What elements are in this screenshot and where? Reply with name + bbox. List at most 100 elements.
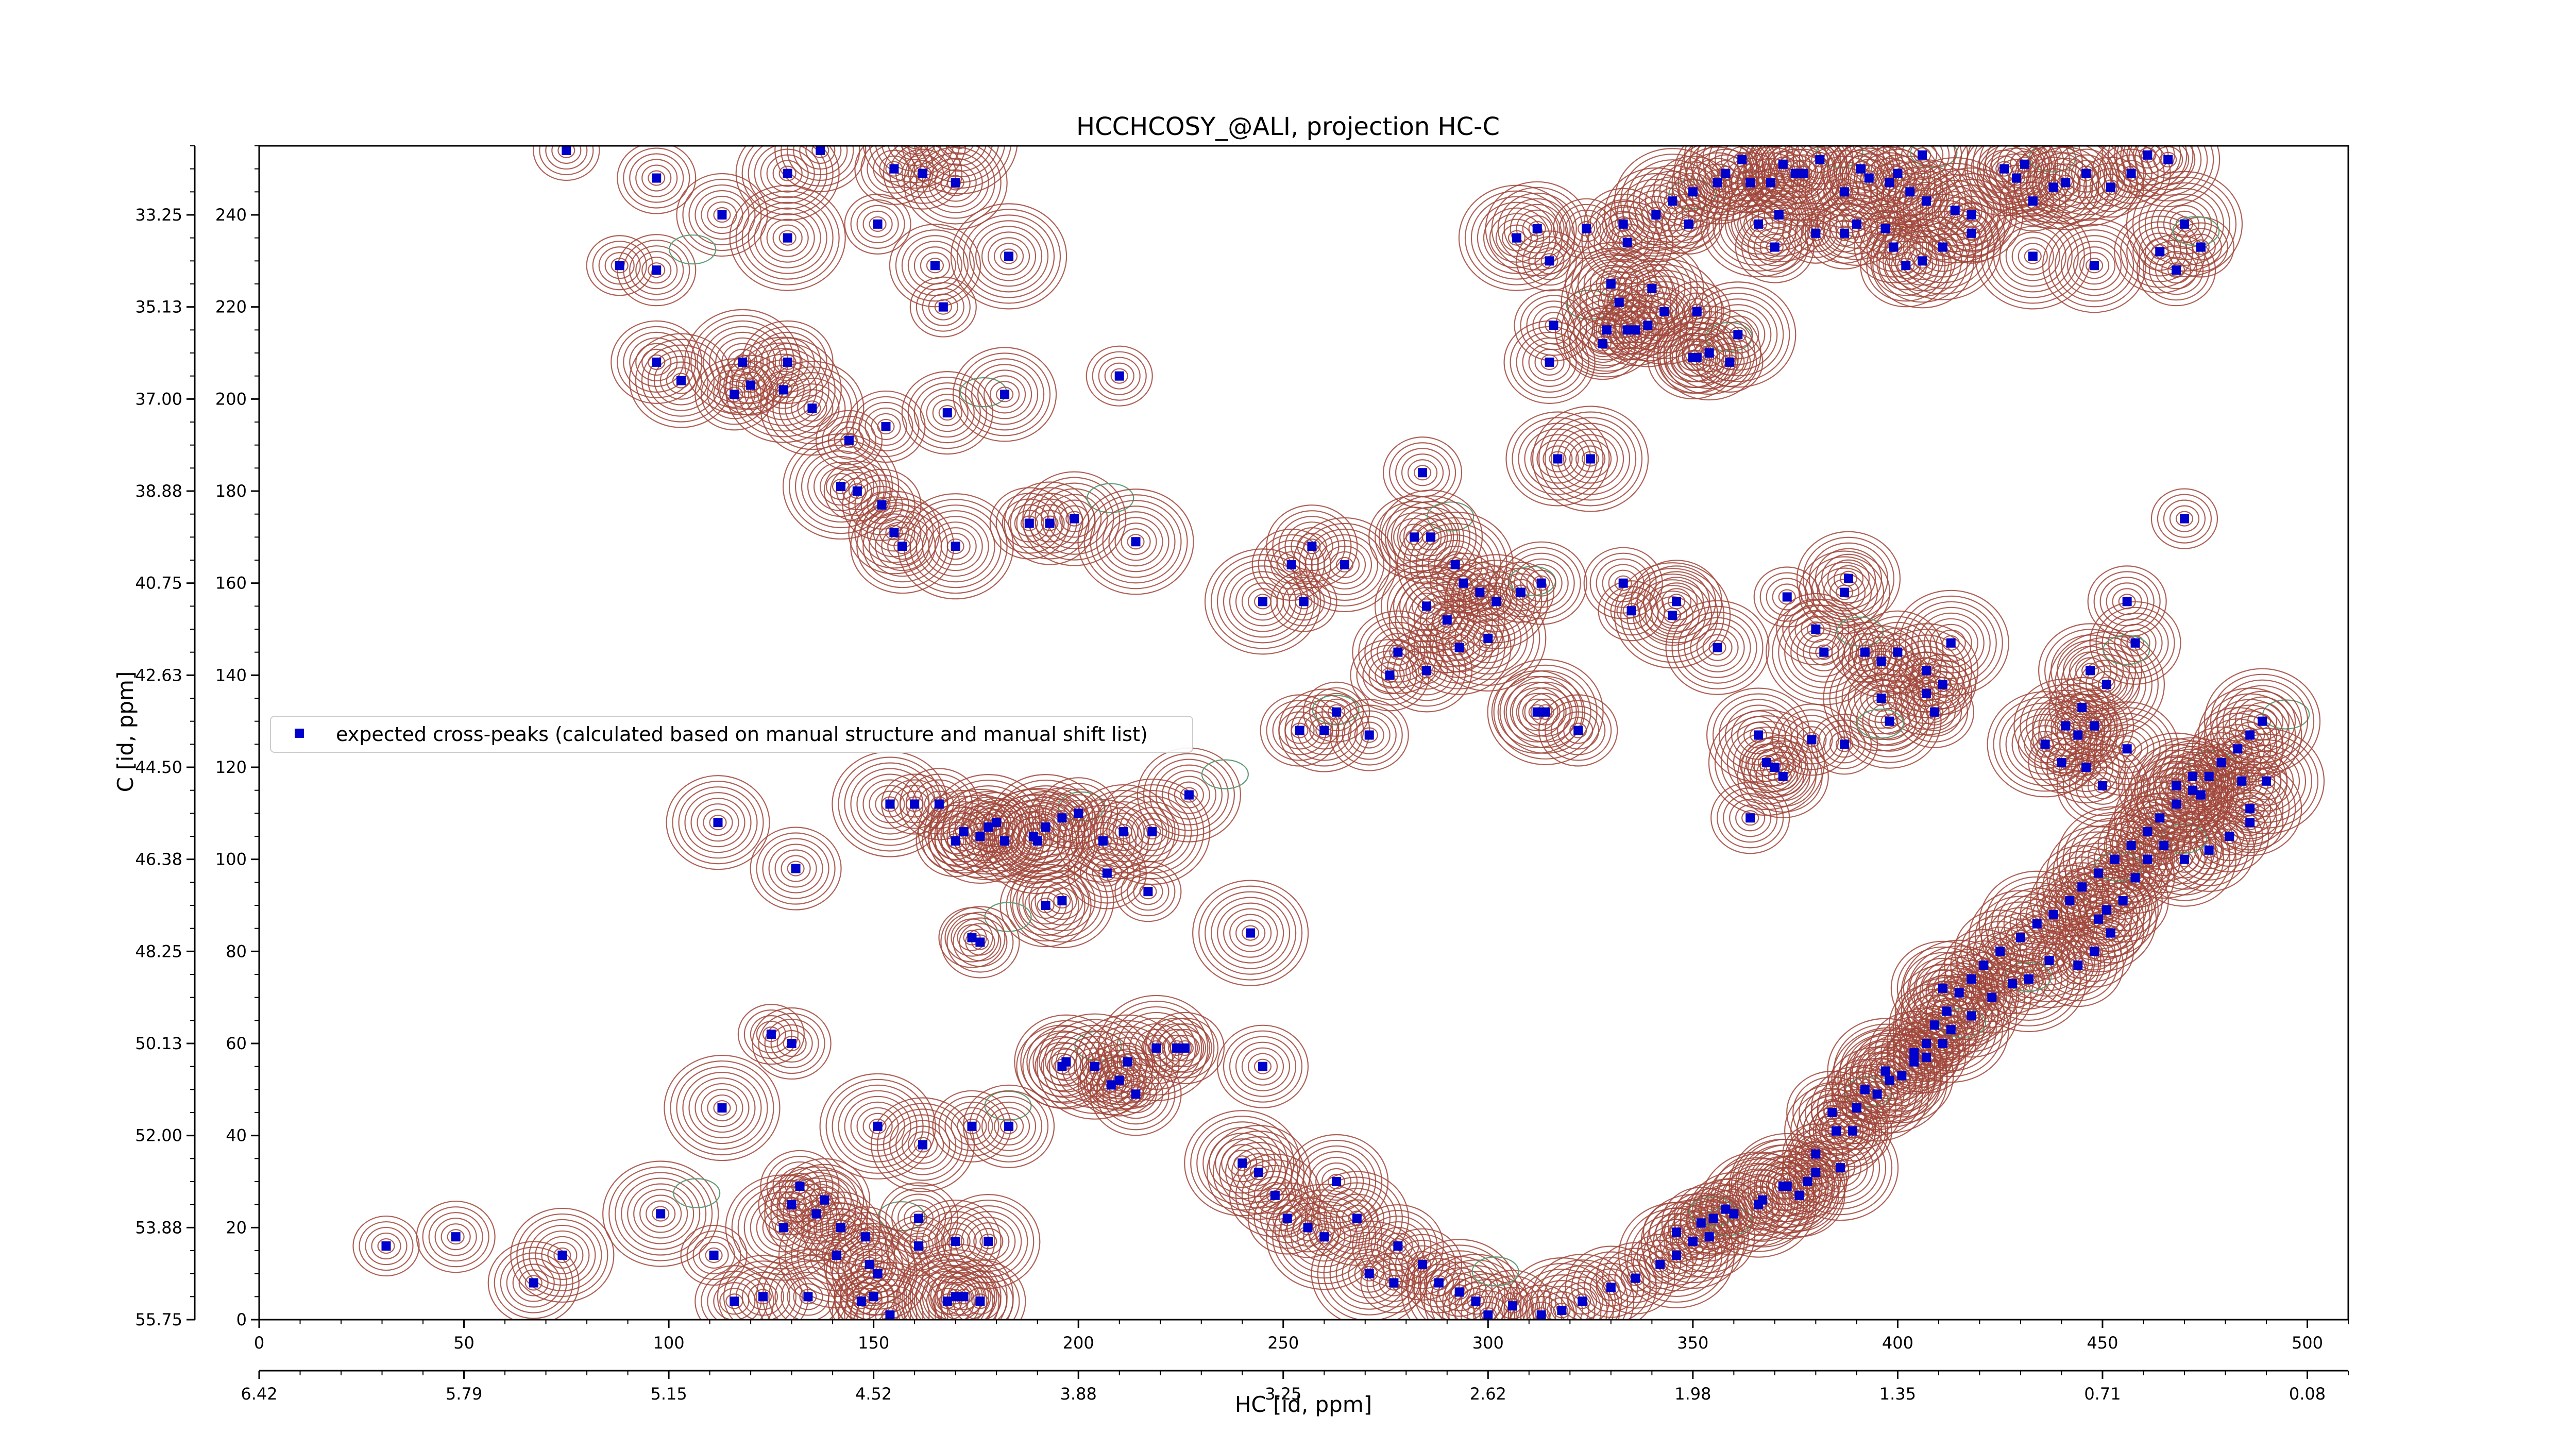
cross-peak-marker bbox=[2216, 758, 2226, 768]
contour-peak bbox=[909, 276, 977, 338]
cross-peak-marker bbox=[889, 164, 899, 174]
cross-peak-marker bbox=[1696, 1218, 1706, 1228]
cross-peak-marker bbox=[1057, 813, 1067, 823]
contour-peak bbox=[1114, 861, 1182, 922]
cross-peak-marker bbox=[2011, 173, 2021, 183]
cross-peak-marker bbox=[816, 146, 825, 155]
contour-peak bbox=[617, 234, 717, 307]
cross-peak-marker bbox=[1303, 1223, 1313, 1233]
cross-peak-marker bbox=[836, 1223, 846, 1233]
cross-peak-marker bbox=[795, 1181, 805, 1191]
cross-peak-marker bbox=[914, 1241, 924, 1251]
contour-peak bbox=[694, 358, 774, 431]
cross-peak-marker bbox=[1286, 560, 1296, 569]
cross-peak-marker bbox=[1295, 726, 1304, 735]
cross-peak-marker bbox=[1864, 173, 1874, 183]
cross-peak-marker bbox=[1782, 592, 1792, 602]
cross-peak-marker bbox=[897, 542, 907, 551]
cross-peak-marker bbox=[1688, 187, 1698, 197]
cross-peak-marker bbox=[1880, 224, 1890, 233]
cross-peak-marker bbox=[1848, 1126, 1857, 1136]
cross-peak-marker bbox=[717, 1103, 727, 1113]
cross-peak-marker bbox=[791, 864, 801, 873]
cross-peak-marker bbox=[1778, 771, 1788, 781]
cross-peak-marker bbox=[1651, 210, 1661, 220]
cross-peak-marker bbox=[1840, 228, 1850, 238]
cross-peak-marker bbox=[1118, 827, 1128, 837]
cross-peak-marker bbox=[1147, 827, 1157, 837]
contour-peak bbox=[1487, 659, 1604, 765]
cross-peak-marker bbox=[1688, 1237, 1698, 1246]
cross-peak-marker bbox=[1299, 597, 1309, 606]
cross-peak-marker bbox=[1606, 1283, 1616, 1292]
y-axis-ppm-scale: 55.75 53.88 52.00 50.13 48.25 46.38 44.50 42.63… bbox=[135, 145, 196, 1329]
y-ppm-tick-label: 46.38 bbox=[135, 850, 182, 869]
contour-peak bbox=[666, 775, 770, 870]
cross-peak-marker bbox=[1922, 1039, 1931, 1048]
cross-peak-marker bbox=[2093, 914, 2103, 924]
cross-peak-marker bbox=[852, 486, 862, 496]
contour-peak bbox=[1741, 736, 1808, 798]
cross-peak-marker bbox=[2020, 159, 2029, 169]
cross-peak-marker bbox=[1180, 1043, 1190, 1053]
cross-peak-marker bbox=[2086, 666, 2095, 676]
cross-peak-marker bbox=[914, 1214, 924, 1223]
cross-peak-marker bbox=[1578, 1296, 1587, 1306]
x-tick-label: 100 bbox=[653, 1333, 685, 1353]
cross-peak-marker bbox=[2028, 251, 2038, 261]
cross-peak-marker bbox=[1000, 390, 1010, 399]
cross-peak-marker bbox=[1061, 1057, 1071, 1067]
cross-peak-marker bbox=[1454, 643, 1464, 652]
cross-peak-marker bbox=[1545, 256, 1554, 266]
cross-peak-marker bbox=[529, 1278, 538, 1288]
cross-peak-marker bbox=[1942, 1006, 1952, 1016]
cross-peak-marker bbox=[1254, 1168, 1264, 1177]
cross-peak-marker bbox=[783, 357, 792, 367]
cross-peak-marker bbox=[2130, 638, 2140, 648]
cross-peak-marker bbox=[709, 1250, 719, 1260]
cross-peak-marker bbox=[992, 818, 1002, 828]
cross-peak-marker bbox=[1668, 611, 1677, 620]
cross-peak-marker bbox=[967, 1121, 977, 1131]
cross-peak-marker bbox=[2179, 514, 2189, 524]
y-ppm-tick-label: 55.75 bbox=[135, 1310, 182, 1329]
cross-peak-marker bbox=[1057, 896, 1067, 906]
cross-peak-marker bbox=[652, 357, 662, 367]
cross-peak-marker bbox=[1450, 560, 1460, 569]
y-ppm-tick-label: 37.00 bbox=[135, 389, 182, 409]
cross-peak-marker bbox=[1832, 1126, 1841, 1136]
y-ppm-tick-label: 44.50 bbox=[135, 757, 182, 777]
cross-peak-marker bbox=[676, 376, 686, 385]
y-axis-label: C [id, ppm] bbox=[113, 671, 138, 793]
cross-peak-marker bbox=[1172, 1043, 1182, 1053]
cross-peak-marker bbox=[1893, 169, 1903, 178]
cross-peak-marker bbox=[2081, 763, 2091, 772]
cross-peak-marker bbox=[1614, 297, 1624, 307]
cross-peak-marker bbox=[1745, 813, 1755, 823]
legend-label: expected cross-peaks (calculated based o… bbox=[336, 723, 1148, 746]
cross-peak-marker bbox=[1897, 1071, 1907, 1081]
cross-peak-marker bbox=[1332, 707, 1342, 717]
cross-peak-marker bbox=[1389, 1278, 1399, 1288]
cross-peak-marker bbox=[1876, 694, 1886, 703]
contour-peak bbox=[2150, 488, 2218, 549]
cross-peak-marker bbox=[1246, 928, 1256, 938]
cross-peak-marker bbox=[1708, 1214, 1718, 1223]
cross-peak-marker bbox=[1987, 992, 1997, 1002]
cross-peak-marker bbox=[1946, 1025, 1956, 1035]
cross-peak-marker bbox=[836, 482, 846, 492]
cross-peak-marker bbox=[1815, 155, 1825, 164]
cross-peak-marker bbox=[2081, 169, 2091, 178]
x-ppm-tick-label: 6.42 bbox=[241, 1384, 277, 1404]
contour-peak bbox=[1798, 550, 1891, 634]
cross-peak-marker bbox=[656, 1209, 666, 1219]
cross-peak-marker bbox=[2245, 818, 2255, 828]
cross-peak-marker bbox=[967, 933, 977, 942]
cross-peak-marker bbox=[1549, 321, 1558, 330]
cross-peak-marker bbox=[1799, 169, 1808, 178]
cross-peak-marker bbox=[1618, 578, 1628, 588]
cross-peak-marker bbox=[758, 1292, 768, 1302]
contour-peak bbox=[487, 1241, 580, 1320]
contour-peak bbox=[1710, 782, 1790, 854]
contour-peak bbox=[844, 193, 911, 255]
